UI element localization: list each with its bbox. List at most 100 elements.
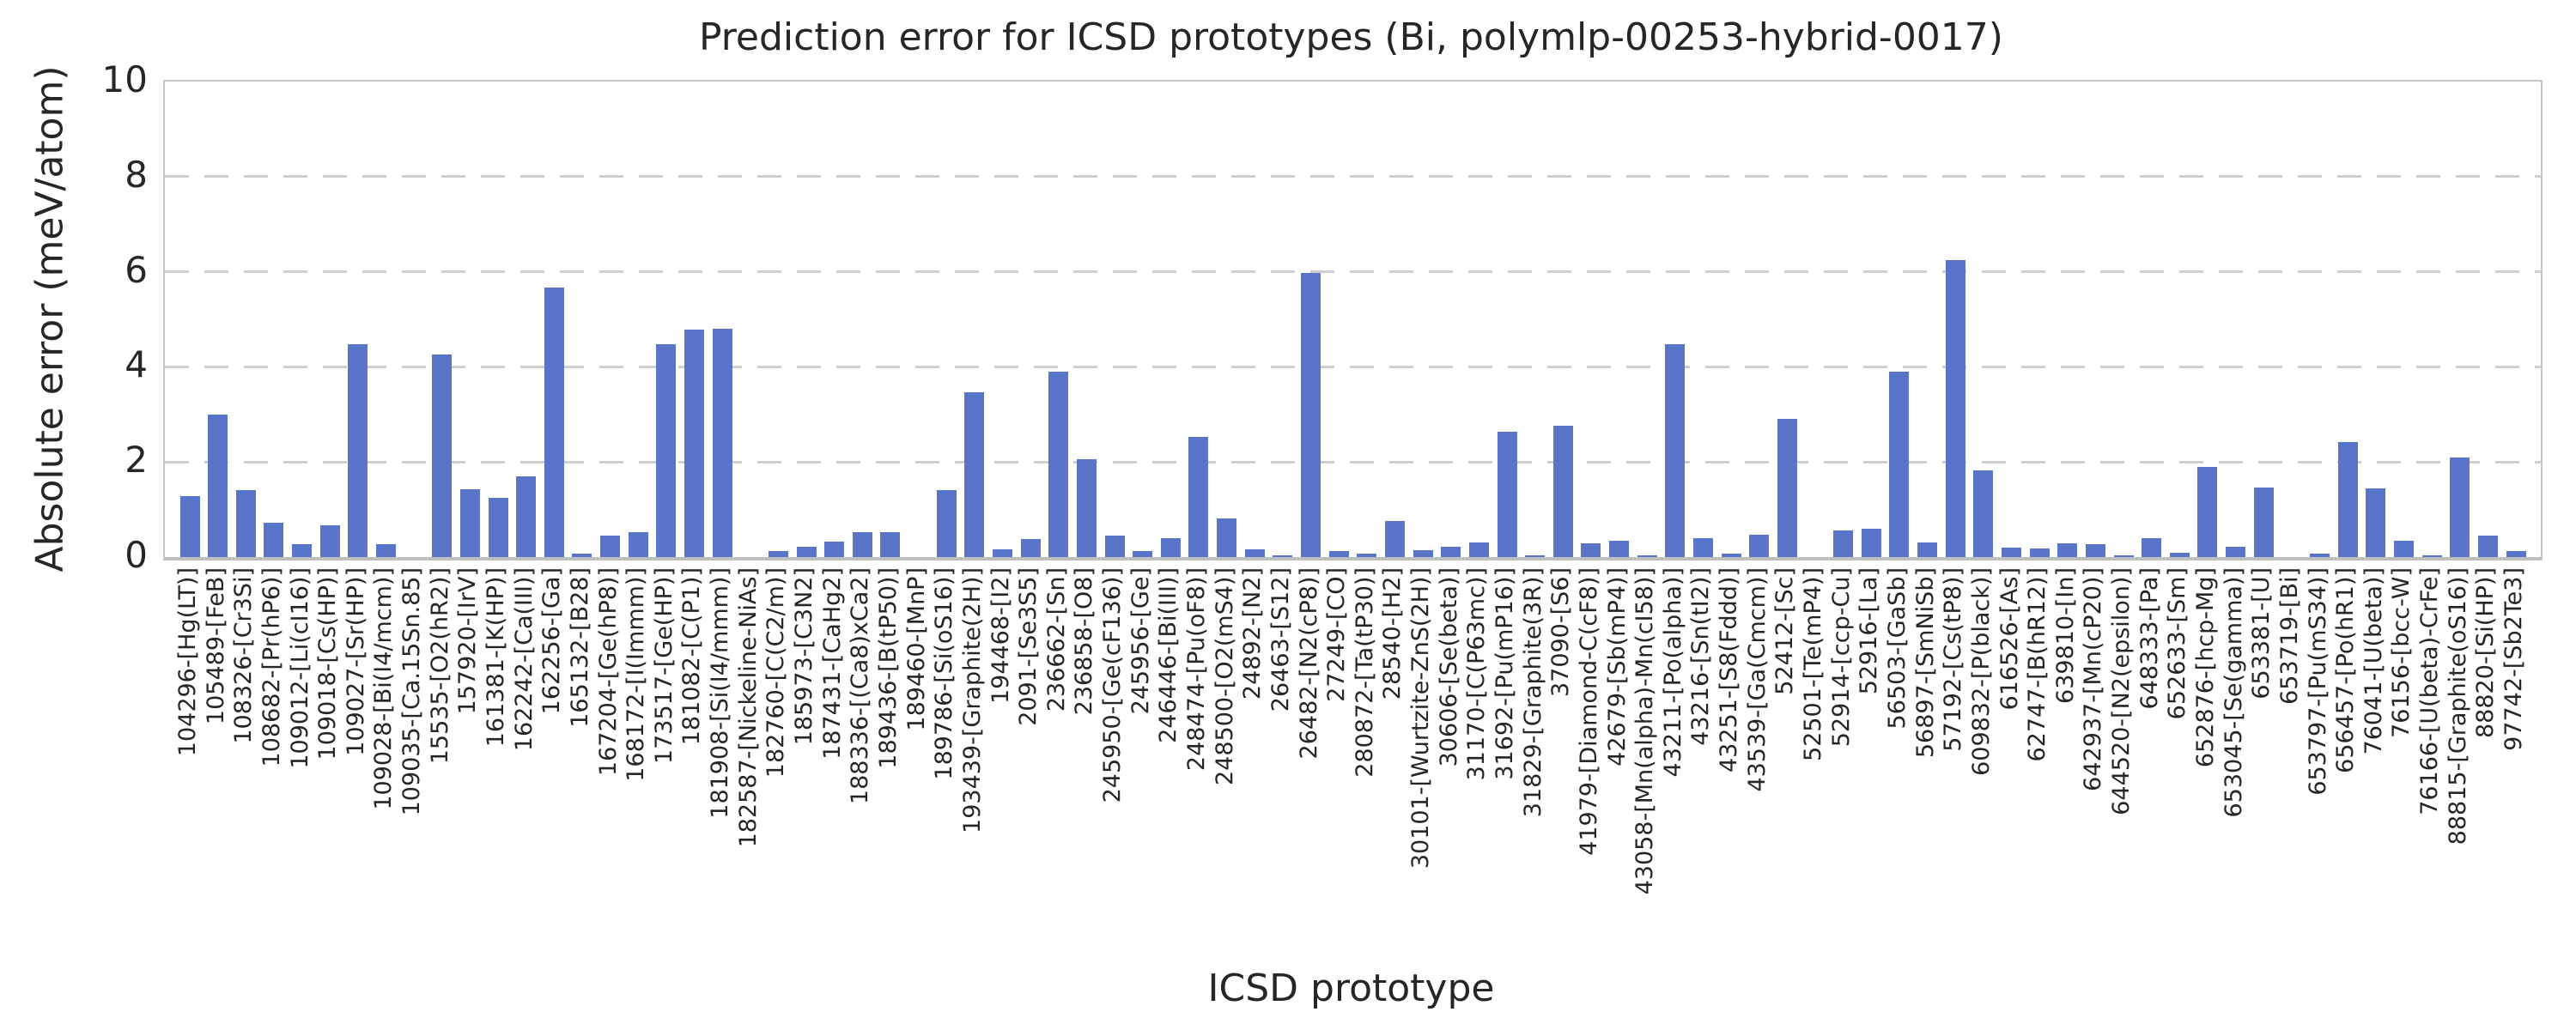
bar (1637, 554, 1657, 557)
bar (2169, 553, 2190, 557)
x-tick-label: 52501-[Te(mP4)] (1800, 567, 1827, 762)
bar (600, 535, 621, 557)
bar (264, 522, 284, 557)
bar (1833, 530, 1854, 557)
bar (964, 391, 985, 557)
bar (1104, 535, 1125, 557)
bar (1076, 458, 1097, 557)
bar (2029, 548, 2050, 557)
bar (993, 548, 1013, 557)
x-tick-label: 30606-[Se(beta)] (1435, 567, 1462, 767)
gridline-2 (165, 460, 2541, 464)
x-tick-label: 189460-[MnP] (902, 567, 930, 731)
bar (292, 544, 313, 557)
bar (432, 354, 453, 557)
bar (1328, 551, 1349, 557)
bar (656, 344, 677, 557)
x-tick-label: 653381-[U] (2248, 567, 2275, 700)
bar (1749, 534, 1770, 557)
x-tick-label: 162256-[Ga] (538, 567, 566, 715)
x-tick-label: 187431-[CaHg2] (818, 567, 846, 760)
x-tick-label: 43539-[Ga(Cmcm)] (1743, 567, 1771, 792)
bar (348, 344, 368, 557)
x-tick-label: 52914-[ccp-Cu] (1827, 567, 1855, 748)
bar (2226, 546, 2246, 557)
x-tick-label: 97742-[Sb2Te3] (2500, 567, 2527, 751)
x-tick-label: 236858-[O8] (1071, 567, 1098, 716)
x-tick-label: 189786-[Si(oS16)] (931, 567, 958, 780)
x-tick-label: 185973-[C3N2] (791, 567, 818, 746)
x-tick-label: 88815-[Graphite(oS16)] (2444, 567, 2471, 845)
x-tick-label: 165132-[B28] (566, 567, 593, 728)
x-tick-label: 76166-[U(beta)-CrFe] (2416, 567, 2444, 815)
y-tick-label: 0 (125, 534, 148, 576)
bar (1441, 547, 1461, 557)
x-tick-label: 31692-[Pu(mP16)] (1492, 567, 1518, 780)
x-tick-label: 27249-[CO] (1323, 567, 1351, 702)
bar (824, 541, 845, 557)
chart-title: Prediction error for ICSD prototypes (Bi… (699, 15, 2003, 59)
x-tick-label: 648333-[Pa] (2136, 567, 2163, 710)
x-tick-label: 15535-[O2(hR2)] (426, 567, 453, 765)
x-tick-label: 189436-[B(tP50)] (874, 567, 902, 769)
x-tick-label: 43251-[S8(Fddd)] (1716, 567, 1743, 773)
x-tick-label: 31170-[C(P63mc)] (1463, 567, 1491, 781)
x-tick-label: 652633-[Sm] (2164, 567, 2191, 720)
x-tick-label: 246446-[Bi(III)] (1155, 567, 1182, 743)
bar (1048, 371, 1069, 557)
bar (1217, 518, 1237, 557)
bar (1188, 437, 1209, 557)
x-tick-label: 104296-[Hg(LT)] (174, 567, 201, 757)
bar (1301, 272, 1321, 557)
x-tick-label: 42679-[Sb(mP4)] (1603, 567, 1631, 766)
y-tick-label: 8 (125, 153, 148, 196)
bar (1917, 542, 1938, 557)
x-tick-label: 181908-[Si(I4/mmm)] (707, 567, 734, 819)
bar (319, 525, 340, 557)
bar (2253, 488, 2274, 557)
bar (712, 329, 732, 557)
bar (1973, 470, 1994, 557)
bar (2113, 554, 2134, 557)
bar (2337, 441, 2358, 557)
gridline-8 (165, 175, 2541, 179)
x-tick-label: 194468-[I2] (987, 567, 1014, 705)
x-tick-label: 642937-[Mn(cP20)] (2080, 567, 2107, 791)
bar (683, 330, 704, 557)
x-tick-label: 56503-[GaSb] (1883, 567, 1911, 730)
bar (179, 495, 200, 557)
x-tick-label: 108326-[Cr3Si] (230, 567, 258, 744)
bar (1160, 538, 1181, 557)
x-tick-label: 37090-[S6] (1547, 567, 1575, 698)
y-axis-label: Absolute error (meV/atom) (27, 65, 72, 573)
bar (459, 488, 480, 557)
bar (1721, 554, 1741, 557)
plot-area (163, 80, 2543, 560)
x-tick-label: 62747-[B(hR12)] (2024, 567, 2051, 762)
bar (375, 543, 396, 557)
x-tick-label: 248500-[O2(mS4)] (1211, 567, 1238, 785)
x-tick-label: 109035-[Ca.15Sn.85] (398, 567, 426, 816)
x-tick-label: 616526-[As] (1996, 567, 2023, 711)
x-tick-label: 26463-[S12] (1267, 567, 1294, 712)
bar (852, 532, 872, 557)
bar (1525, 554, 1546, 557)
x-tick-label: 52412-[Sc] (1771, 567, 1799, 695)
x-tick-label: 280872-[Ta(tP30)] (1351, 567, 1378, 778)
bar (1357, 553, 1377, 557)
bar (488, 498, 508, 557)
x-tick-label: 188336-[(Ca8)xCa2] (847, 567, 874, 805)
bar (2085, 543, 2105, 557)
bar (2477, 535, 2498, 557)
x-tick-label: 109012-[Li(cI16)] (286, 567, 313, 769)
bar (2310, 554, 2330, 557)
bar (208, 414, 228, 557)
bar (1384, 520, 1405, 557)
x-tick-label: 167204-[Ge(hP8)] (594, 567, 622, 777)
x-tick-label: 161381-[K(HP)] (483, 567, 510, 748)
bar (880, 532, 901, 557)
x-tick-label: 639810-[In] (2051, 567, 2079, 704)
gridline-4 (165, 365, 2541, 368)
x-tick-label: 653045-[Se(gamma)] (2220, 567, 2247, 818)
